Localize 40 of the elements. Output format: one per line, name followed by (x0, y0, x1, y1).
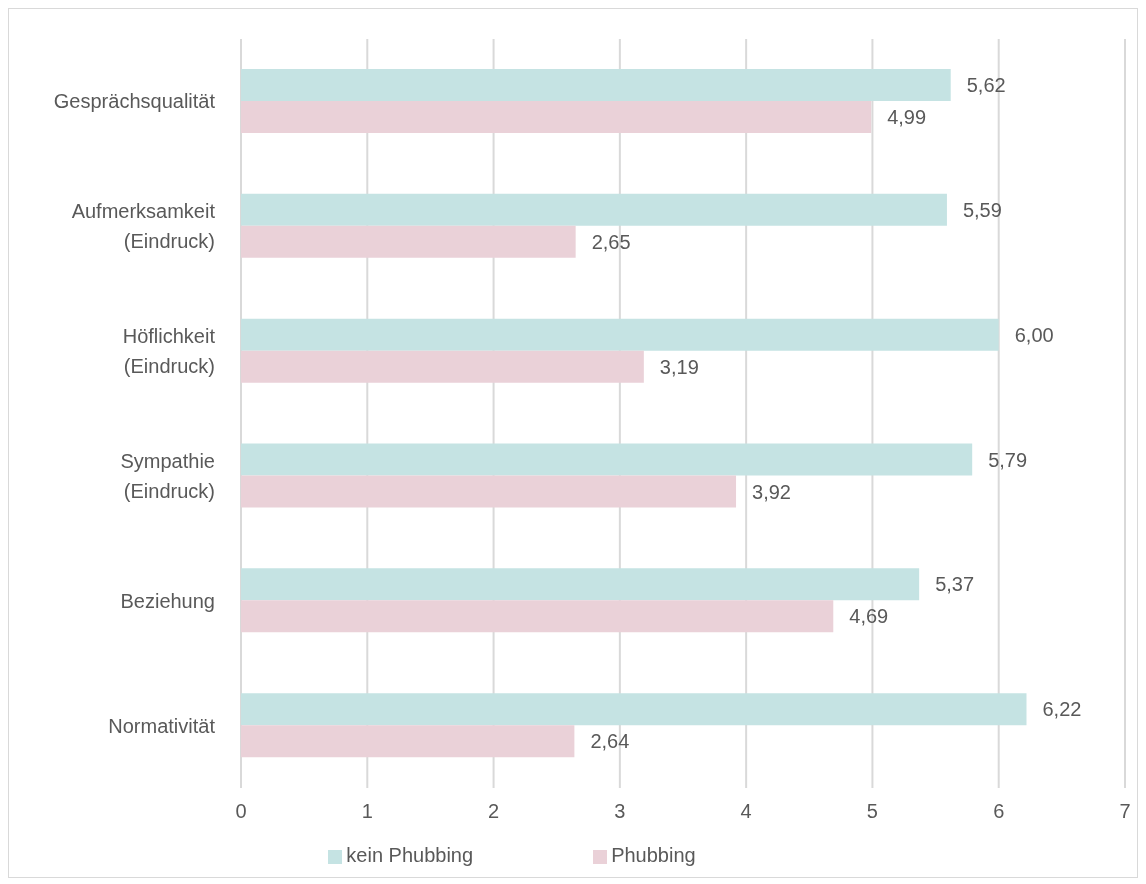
bar (241, 318, 999, 351)
data-label: 5,59 (962, 198, 1002, 221)
y-tick-label: Aufmerksamkeit (Eindruck) (71, 200, 216, 253)
y-tick-label: Normativität (108, 714, 216, 737)
data-label: 2,65 (591, 230, 631, 253)
data-label: 5,79 (988, 448, 1028, 471)
y-tick-label: Sympathie (Eindruck) (120, 449, 215, 502)
bar (241, 568, 920, 601)
data-label: 3,19 (659, 355, 699, 378)
x-tick-label: 7 (1119, 800, 1131, 823)
data-label: 4,69 (849, 605, 889, 628)
bar (241, 693, 1027, 726)
legend-label: Phubbing (611, 844, 696, 866)
data-label: 6,22 (1042, 698, 1082, 721)
data-label: 6,00 (1014, 323, 1054, 346)
x-tick-label: 6 (993, 800, 1005, 823)
data-label: 5,37 (935, 573, 975, 596)
y-tick-label: Höflichkeit (Eindruck) (122, 325, 216, 378)
x-tick-label: 1 (361, 800, 373, 823)
data-label: 3,92 (752, 480, 791, 503)
bar (241, 193, 947, 226)
data-label: 2,64 (590, 730, 630, 753)
bar (241, 443, 973, 476)
y-tick-label: Gesprächsqualität (53, 90, 216, 113)
legend-label: kein Phubbing (346, 844, 474, 866)
y-tick-label: Beziehung (120, 589, 215, 612)
data-label: 4,99 (887, 106, 927, 128)
bar (241, 350, 644, 383)
data-label: 5,62 (966, 74, 1006, 96)
bar (241, 725, 575, 758)
x-tick-label: 5 (866, 800, 878, 823)
bar (241, 101, 872, 133)
x-tick-label: 0 (235, 800, 247, 823)
x-tick-label: 4 (740, 800, 752, 823)
bar (241, 225, 576, 258)
bar (241, 600, 834, 633)
x-tick-label: 3 (614, 800, 626, 823)
x-tick-label: 2 (488, 800, 500, 823)
bar (241, 69, 951, 101)
bar (241, 475, 737, 508)
